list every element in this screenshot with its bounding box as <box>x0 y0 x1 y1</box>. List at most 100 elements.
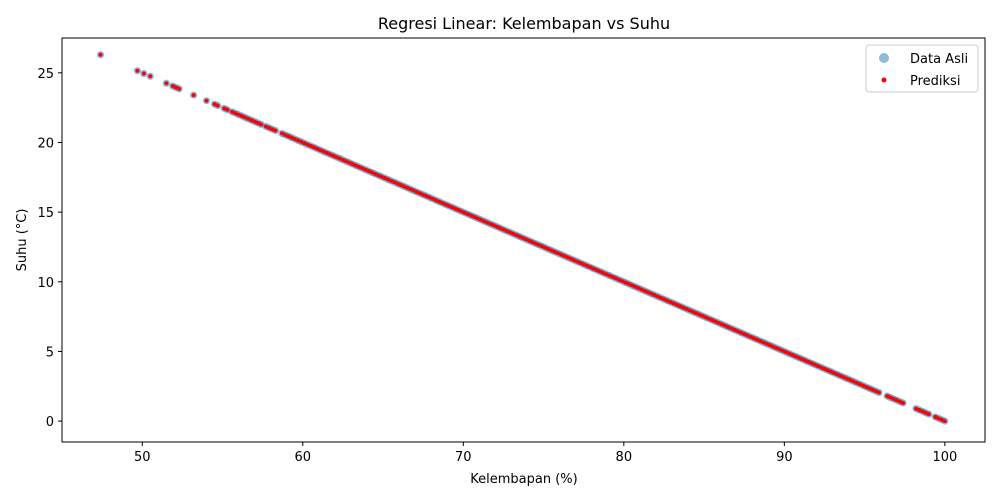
data-point-prediction <box>504 228 509 233</box>
data-point-prediction <box>215 103 220 108</box>
data-point-prediction <box>236 112 241 117</box>
data-point-prediction <box>687 308 692 313</box>
data-point-prediction <box>177 86 182 91</box>
data-point-prediction <box>581 262 586 267</box>
data-point-prediction <box>642 288 647 293</box>
data-point-prediction <box>645 290 650 295</box>
data-point-prediction <box>901 400 906 405</box>
y-axis-ticks: 0 5 10 15 20 25 <box>37 67 62 430</box>
legend-marker-prediksi <box>881 77 887 83</box>
data-point-prediction <box>604 272 609 277</box>
data-point-prediction <box>259 122 264 127</box>
data-point-prediction <box>885 394 890 399</box>
data-point-prediction <box>597 269 602 274</box>
x-tick-label: 80 <box>616 450 633 465</box>
data-point-prediction <box>289 135 294 140</box>
data-point-prediction <box>478 217 483 222</box>
y-tick-label: 20 <box>37 136 54 151</box>
data-point-prediction <box>263 124 268 129</box>
data-point-prediction <box>249 118 254 123</box>
data-point-prediction <box>98 52 103 57</box>
data-point-prediction <box>923 410 928 415</box>
data-point-prediction <box>806 359 811 364</box>
data-point-prediction <box>212 102 217 107</box>
data-point-prediction <box>926 412 931 417</box>
data-point-prediction <box>783 350 788 355</box>
data-point-prediction <box>600 270 605 275</box>
data-point-prediction <box>507 230 512 235</box>
data-point-prediction <box>279 131 284 136</box>
data-point-prediction <box>328 152 333 157</box>
data-point-prediction <box>755 337 760 342</box>
data-point-prediction <box>665 298 670 303</box>
data-point-prediction <box>501 227 506 232</box>
data-point-prediction <box>475 216 480 221</box>
x-axis-ticks: 50 60 70 80 90 100 <box>134 442 957 465</box>
data-point-prediction <box>710 318 715 323</box>
legend-marker-data-asli <box>879 53 889 63</box>
data-point-prediction <box>716 320 721 325</box>
data-point-prediction <box>204 98 209 103</box>
y-tick-label: 15 <box>37 206 54 221</box>
data-point-prediction <box>389 178 394 183</box>
data-point-prediction <box>321 149 326 154</box>
data-point-prediction <box>857 382 862 387</box>
data-point-prediction <box>684 306 689 311</box>
data-point-prediction <box>459 209 464 214</box>
data-point-prediction <box>270 127 275 132</box>
data-point-prediction <box>851 379 856 384</box>
data-point-prediction <box>726 325 731 330</box>
data-point-prediction <box>674 302 679 307</box>
data-point-prediction <box>517 234 522 239</box>
data-point-prediction <box>533 241 538 246</box>
data-point-prediction <box>742 332 747 337</box>
data-point-prediction <box>809 361 814 366</box>
data-point-prediction <box>719 322 724 327</box>
data-point-prediction <box>562 254 567 259</box>
data-point-prediction <box>816 364 821 369</box>
data-point-prediction <box>761 340 766 345</box>
data-point-prediction <box>283 132 288 137</box>
data-point-prediction <box>694 311 699 316</box>
data-point-prediction <box>443 202 448 207</box>
data-point-prediction <box>347 160 352 165</box>
data-point-prediction <box>514 233 519 238</box>
data-point-prediction <box>822 366 827 371</box>
data-point-prediction <box>408 187 413 192</box>
data-point-prediction <box>703 315 708 320</box>
data-point-prediction <box>936 416 941 421</box>
data-point-prediction <box>559 252 564 257</box>
data-point-prediction <box>324 150 329 155</box>
data-point-prediction <box>376 173 381 178</box>
data-point-prediction <box>385 177 390 182</box>
data-point-prediction <box>812 362 817 367</box>
data-point-prediction <box>844 376 849 381</box>
x-tick-label: 70 <box>455 450 472 465</box>
data-point-prediction <box>790 352 795 357</box>
data-point-prediction <box>267 125 272 130</box>
legend-label-data-asli: Data Asli <box>910 52 968 67</box>
data-point-prediction <box>565 255 570 260</box>
data-point-prediction <box>523 237 528 242</box>
data-point-prediction <box>867 386 872 391</box>
data-point-prediction <box>751 336 756 341</box>
data-point-prediction <box>292 137 297 141</box>
data-point-prediction <box>873 389 878 394</box>
data-point-prediction <box>222 106 227 111</box>
data-point-prediction <box>440 201 445 206</box>
data-point-prediction <box>629 283 634 288</box>
data-point-prediction <box>803 358 808 363</box>
data-point-prediction <box>252 119 257 124</box>
data-point-prediction <box>392 180 397 185</box>
data-point-prediction <box>353 163 358 168</box>
data-point-prediction <box>933 414 938 419</box>
data-point-prediction <box>745 333 750 338</box>
data-point-prediction <box>633 284 638 289</box>
data-point-prediction <box>607 273 612 278</box>
x-tick-label: 60 <box>295 450 312 465</box>
legend: Data Asli Prediksi <box>865 44 979 93</box>
data-point-prediction <box>913 406 918 411</box>
data-point-prediction <box>661 297 666 302</box>
legend-box <box>865 44 979 93</box>
data-point-prediction <box>729 326 734 331</box>
